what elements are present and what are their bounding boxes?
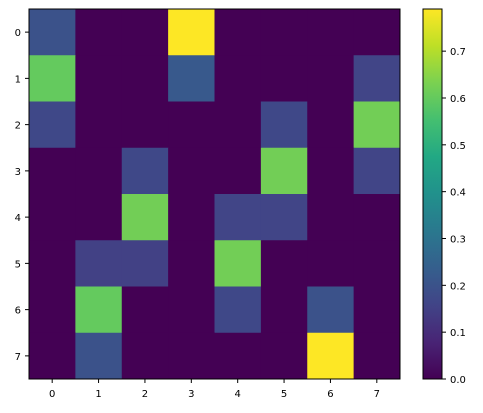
- y-tick-label: 6: [15, 306, 21, 317]
- heatmap-cells: [29, 9, 401, 380]
- heatmap-cell-r3-c0: [29, 147, 76, 195]
- heatmap-cell-r5-c2: [121, 240, 169, 287]
- heatmap-cell-r1-c7: [353, 55, 401, 102]
- heatmap-cell-r6-c4: [214, 286, 262, 334]
- heatmap-cell-r1-c0: [29, 55, 76, 102]
- colorbar-tick-label: 0.3: [450, 234, 466, 245]
- heatmap-cell-r3-c6: [307, 147, 355, 195]
- heatmap-cell-r3-c7: [353, 147, 401, 195]
- heatmap-cell-r4-c6: [307, 194, 355, 241]
- y-tick-label: 2: [15, 121, 21, 132]
- colorbar-tick-label: 0.5: [450, 141, 466, 152]
- y-tick-label: 5: [15, 259, 21, 270]
- heatmap-cell-r5-c0: [29, 240, 76, 287]
- heatmap-cell-r1-c2: [121, 55, 169, 102]
- heatmap-cell-r0-c7: [353, 9, 401, 56]
- heatmap-cell-r1-c1: [75, 55, 123, 102]
- colorbar-tick-label: 0.6: [450, 94, 466, 105]
- heatmap-cell-r0-c5: [260, 9, 308, 56]
- x-tick-label: 4: [235, 389, 241, 400]
- heatmap-cell-r0-c3: [168, 9, 215, 56]
- x-tick-label: 3: [188, 389, 194, 400]
- heatmap-cell-r5-c3: [168, 240, 215, 287]
- colorbar-tick-label: 0.0: [450, 375, 466, 386]
- y-axis-ticks: 0 1 2 3 4 5 6 7: [15, 28, 29, 363]
- heatmap-cell-r3-c1: [75, 147, 123, 195]
- heatmap-cell-r0-c2: [121, 9, 169, 56]
- heatmap-cell-r6-c3: [168, 286, 215, 334]
- y-tick-label: 4: [15, 213, 21, 224]
- heatmap-cell-r4-c7: [353, 194, 401, 241]
- y-tick-label: 0: [15, 28, 21, 39]
- heatmap-cell-r3-c2: [121, 147, 169, 195]
- x-tick-label: 7: [374, 389, 380, 400]
- heatmap-cell-r2-c0: [29, 101, 76, 149]
- y-tick-label: 7: [15, 352, 21, 363]
- heatmap-cell-r0-c4: [214, 9, 262, 56]
- heatmap-cell-r2-c1: [75, 101, 123, 149]
- y-tick-label: 1: [15, 74, 21, 85]
- heatmap-cell-r6-c7: [353, 286, 401, 334]
- heatmap-cell-r0-c1: [75, 9, 123, 56]
- heatmap-cell-r1-c6: [307, 55, 355, 102]
- heatmap-cell-r0-c0: [29, 9, 76, 56]
- heatmap-cell-r6-c2: [121, 286, 169, 334]
- colorbar-tick-label: 0.7: [450, 47, 466, 58]
- heatmap-cell-r7-c7: [353, 332, 401, 380]
- heatmap-cell-r6-c5: [260, 286, 308, 334]
- heatmap-cell-r3-c4: [214, 147, 262, 195]
- colorbar: [422, 8, 443, 380]
- plot-frame: [28, 8, 401, 380]
- x-axis-ticks: 0 1 2 3 4 5 6 7: [49, 379, 380, 400]
- heatmap-cell-r5-c4: [214, 240, 262, 287]
- heatmap-cell-r2-c2: [121, 101, 169, 149]
- heatmap-cell-r3-c5: [260, 147, 308, 195]
- heatmap-cell-r6-c0: [29, 286, 76, 334]
- x-tick-label: 1: [95, 389, 101, 400]
- heatmap-cell-r4-c2: [121, 194, 169, 241]
- x-tick-label: 2: [142, 389, 148, 400]
- heatmap-cell-r7-c0: [29, 332, 76, 380]
- heatmap-cell-r2-c4: [214, 101, 262, 149]
- colorbar-tick-label: 0.1: [450, 328, 466, 339]
- heatmap-cell-r1-c3: [168, 55, 215, 102]
- heatmap-cell-r6-c1: [75, 286, 123, 334]
- heatmap-cell-r1-c4: [214, 55, 262, 102]
- heatmap-cell-r5-c7: [353, 240, 401, 287]
- heatmap-cell-r4-c4: [214, 194, 262, 241]
- heatmap-cell-r4-c0: [29, 194, 76, 241]
- heatmap-cell-r7-c4: [214, 332, 262, 380]
- heatmap-cell-r6-c6: [307, 286, 355, 334]
- x-tick-label: 5: [281, 389, 287, 400]
- heatmap-cell-r7-c2: [121, 332, 169, 380]
- x-tick-label: 0: [49, 389, 55, 400]
- heatmap-cell-r5-c1: [75, 240, 123, 287]
- heatmap-cell-r4-c3: [168, 194, 215, 241]
- colorbar-tick-label: 0.4: [450, 188, 466, 199]
- heatmap-cell-r2-c5: [260, 101, 308, 149]
- heatmap-cell-r7-c5: [260, 332, 308, 380]
- heatmap-cell-r5-c5: [260, 240, 308, 287]
- heatmap-cell-r3-c3: [168, 147, 215, 195]
- heatmap-cell-r4-c5: [260, 194, 308, 241]
- heatmap-cell-r1-c5: [260, 55, 308, 102]
- heatmap-cell-r7-c6: [307, 332, 355, 380]
- colorbar-ticks: 0.0 0.1 0.2 0.3 0.4 0.5 0.6 0.7: [442, 47, 466, 386]
- heatmap-cell-r2-c7: [353, 101, 401, 149]
- heatmap-cell-r7-c1: [75, 332, 123, 380]
- heatmap-cell-r2-c6: [307, 101, 355, 149]
- heatmap-cell-r7-c3: [168, 332, 215, 380]
- heatmap-cell-r4-c1: [75, 194, 123, 241]
- x-tick-label: 6: [327, 389, 333, 400]
- y-tick-label: 3: [15, 167, 21, 178]
- heatmap-cell-r5-c6: [307, 240, 355, 287]
- heatmap-cell-r2-c3: [168, 101, 215, 149]
- colorbar-tick-label: 0.2: [450, 281, 466, 292]
- heatmap-cell-r0-c6: [307, 9, 355, 56]
